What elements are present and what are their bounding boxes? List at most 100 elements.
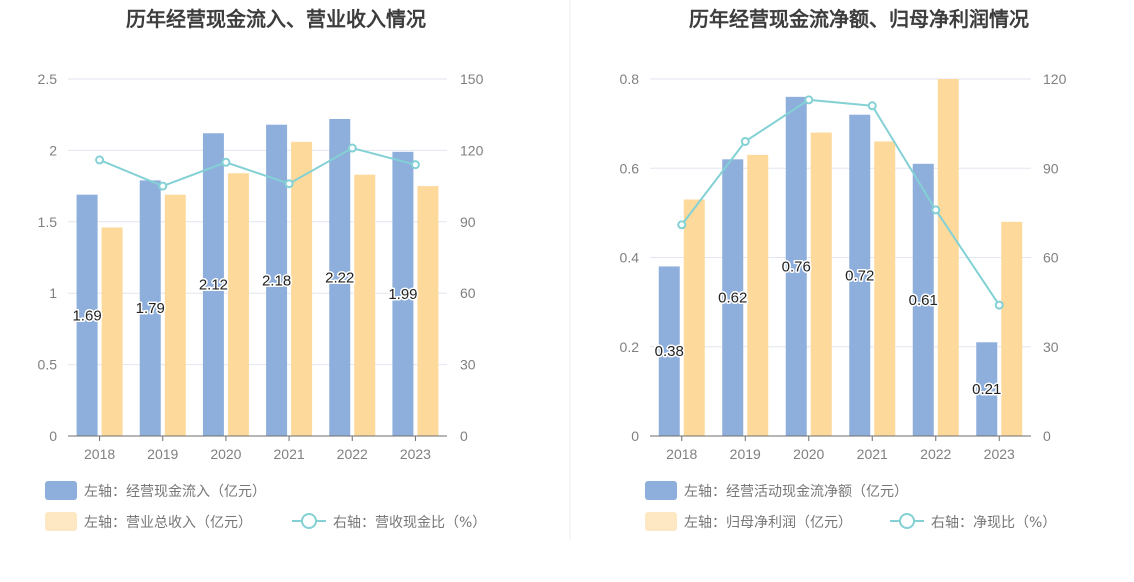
data-label: 2.12 xyxy=(199,277,228,294)
legend-swatch-revenue xyxy=(45,512,77,531)
legend-label-net-profit: 左轴：归母净利润（亿元） xyxy=(684,514,852,531)
bar-net-profit xyxy=(810,132,832,437)
right-axis-tick-label: 120 xyxy=(1043,71,1067,87)
data-label: 2.18 xyxy=(262,272,291,289)
right-axis-tick-label: 0 xyxy=(460,428,468,444)
ratio-point xyxy=(95,155,105,165)
left-axis-tick-label: 0 xyxy=(631,428,639,444)
legend-item-cash-inflow[interactable]: 左轴：经营现金流入（亿元） xyxy=(45,481,266,500)
ratio-point xyxy=(347,143,357,153)
legend-item-revenue[interactable]: 左轴：营业总收入（亿元） xyxy=(45,512,252,531)
left-axis-tick-label: 1 xyxy=(49,285,57,301)
bar-cash-inflow xyxy=(266,124,288,437)
bar-revenue xyxy=(291,141,313,436)
right-axis-tick-label: 90 xyxy=(460,214,476,230)
bar-cash-inflow xyxy=(76,194,98,436)
chart-panel-cash-inflow-revenue: 历年经营现金流入、营业收入情况 0 0.5 1 1.5 2 2.5 0 30 60 90 120 15… xyxy=(38,7,486,531)
data-label: 0.21 xyxy=(972,381,1001,398)
data-label: 0.76 xyxy=(782,258,811,275)
ratio-line xyxy=(680,98,1001,306)
left-axis-tick-label: 1.5 xyxy=(38,214,58,230)
bar-net-cash-flow xyxy=(976,342,998,436)
left-axis-tick-label: 0.4 xyxy=(620,250,640,266)
bar-net-cash-flow xyxy=(912,163,934,436)
chart-title: 历年经营现金流入、营业收入情况 xyxy=(126,7,426,31)
chart-title: 历年经营现金流净额、归母净利润情况 xyxy=(689,7,1029,31)
legend-marker-revenue-cash-ratio xyxy=(301,513,317,529)
ratio-point xyxy=(867,101,877,111)
bar-cash-inflow xyxy=(392,151,414,436)
data-label: 0.72 xyxy=(845,267,874,284)
data-label: 1.79 xyxy=(136,300,165,317)
left-axis-tick-label: 0.5 xyxy=(38,357,58,373)
legend-label-net-cash-flow: 左轴：经营活动现金流净额（亿元） xyxy=(684,484,908,500)
x-axis-tick-label: 2020 xyxy=(210,446,241,462)
ratio-point xyxy=(740,136,750,146)
legend: 左轴：经营现金流入（亿元） 左轴：营业总收入（亿元） 右轴：营收现金比（%） xyxy=(45,481,486,531)
bar-revenue xyxy=(227,173,249,437)
ratio-point xyxy=(677,220,687,230)
left-axis-tick-label: 2.5 xyxy=(38,71,58,87)
line-series xyxy=(677,95,1004,310)
legend-swatch-net-cash-flow xyxy=(645,481,677,500)
data-labels: 0.38 0.62 0.76 0.72 0.61 0.21 xyxy=(653,257,1003,400)
data-label: 0.38 xyxy=(655,343,684,360)
left-axis-tick-label: 0 xyxy=(49,428,57,444)
bar-net-profit xyxy=(747,154,769,437)
bar-cash-inflow xyxy=(202,133,224,437)
bar-revenue xyxy=(164,194,186,436)
x-axis-tick-label: 2023 xyxy=(984,446,1015,462)
x-axis-tick-label: 2018 xyxy=(84,446,115,462)
legend-item-net-cash-ratio[interactable]: 右轴：净现比（%） xyxy=(890,513,1056,531)
bar-cash-inflow xyxy=(329,118,351,436)
x-axis-tick-label: 2022 xyxy=(920,446,951,462)
right-axis-tick-label: 120 xyxy=(460,142,484,158)
legend-label-net-cash-ratio: 右轴：净现比（%） xyxy=(931,515,1056,531)
legend-swatch-net-profit xyxy=(645,512,677,531)
ratio-point xyxy=(804,95,814,105)
right-axis-tick-label: 90 xyxy=(1043,160,1059,176)
x-axis-tick-label: 2020 xyxy=(793,446,824,462)
line-series xyxy=(95,143,420,191)
ratio-point xyxy=(410,160,420,170)
ratio-line xyxy=(99,146,416,188)
left-axis-tick-label: 0.2 xyxy=(620,339,640,355)
chart-panel-net-cash-flow-profit: 历年经营现金流净额、归母净利润情况 0 0.2 0.4 0.6 0.8 0 30 60 90 12… xyxy=(620,7,1067,531)
axes: 0 0.2 0.4 0.6 0.8 0 30 60 90 120 2018 2019 2020 2021 2… xyxy=(620,71,1067,462)
right-axis-tick-label: 30 xyxy=(1043,339,1059,355)
data-label: 0.62 xyxy=(718,290,747,307)
bar-net-profit xyxy=(1001,221,1023,436)
axes: 0 0.5 1 1.5 2 2.5 0 30 60 90 120 150 2018 2019 2020 202… xyxy=(38,71,484,462)
bar-net-cash-flow xyxy=(785,96,807,436)
right-axis-tick-label: 0 xyxy=(1043,428,1051,444)
legend: 左轴：经营活动现金流净额（亿元） 左轴：归母净利润（亿元） 右轴：净现比（%） xyxy=(645,481,1056,531)
grid-lines xyxy=(68,78,447,366)
data-label: 2.22 xyxy=(325,269,354,286)
bar-net-profit xyxy=(937,79,959,436)
legend-item-net-profit[interactable]: 左轴：归母净利润（亿元） xyxy=(645,512,852,531)
data-label: 1.69 xyxy=(72,307,101,324)
right-axis-tick-label: 30 xyxy=(460,357,476,373)
bar-group xyxy=(76,118,439,437)
x-axis-tick-label: 2021 xyxy=(857,446,888,462)
bar-net-profit xyxy=(874,141,896,436)
right-axis-tick-label: 60 xyxy=(460,285,476,301)
ratio-point xyxy=(931,205,941,215)
bar-cash-inflow xyxy=(139,180,161,436)
x-axis-tick-label: 2019 xyxy=(730,446,761,462)
ratio-point xyxy=(221,157,231,167)
legend-item-net-cash-flow[interactable]: 左轴：经营活动现金流净额（亿元） xyxy=(645,481,908,500)
bar-revenue xyxy=(417,186,439,436)
left-axis-tick-label: 0.6 xyxy=(620,160,640,176)
bar-net-profit xyxy=(683,199,705,436)
bar-revenue xyxy=(354,174,376,436)
x-axis-tick-label: 2023 xyxy=(400,446,431,462)
x-axis-tick-label: 2021 xyxy=(274,446,305,462)
ratio-point xyxy=(158,181,168,191)
ratio-point xyxy=(994,300,1004,310)
legend-item-revenue-cash-ratio[interactable]: 右轴：营收现金比（%） xyxy=(292,513,486,531)
data-labels: 1.69 1.79 2.12 2.18 2.22 1.99 xyxy=(71,268,419,326)
legend-label-cash-inflow: 左轴：经营现金流入（亿元） xyxy=(84,484,266,500)
